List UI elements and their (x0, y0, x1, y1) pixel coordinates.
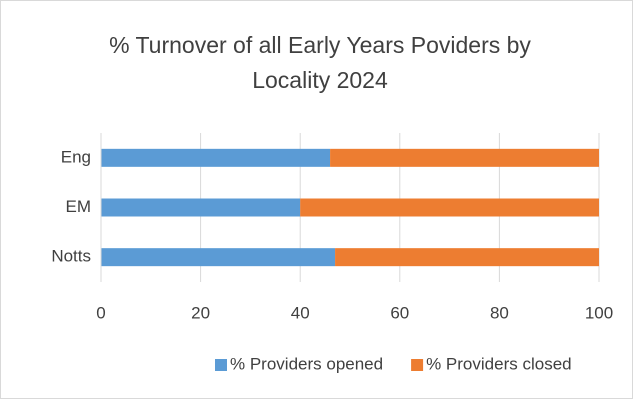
x-tick-label: 80 (490, 303, 509, 322)
y-tick-label: Notts (51, 247, 91, 266)
bar (101, 248, 336, 267)
x-tick-label: 100 (585, 303, 613, 322)
legend-label: % Providers closed (426, 354, 572, 373)
legend-swatch (215, 359, 227, 371)
chart-title: % Turnover of all Early Years Poviders b… (109, 32, 531, 93)
bar (101, 148, 331, 167)
x-tick-label: 60 (390, 303, 409, 322)
bar (300, 198, 599, 217)
bar (330, 148, 599, 167)
legend-label: % Providers opened (230, 354, 383, 373)
x-tick-label: 20 (191, 303, 210, 322)
x-tick-label: 40 (291, 303, 310, 322)
bar (101, 198, 301, 217)
y-tick-label: EM (66, 197, 92, 216)
legend-swatch (411, 359, 424, 371)
y-tick-label: Eng (61, 147, 91, 166)
bar (335, 248, 599, 267)
x-tick-label: 0 (96, 303, 105, 322)
